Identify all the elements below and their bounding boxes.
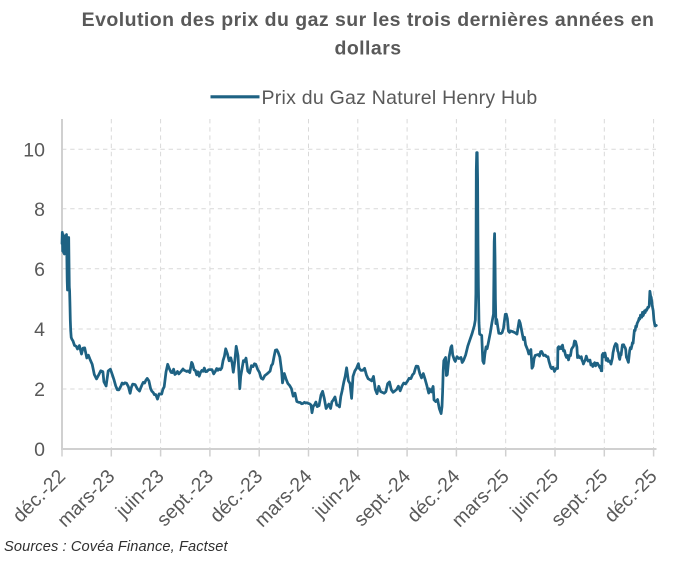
svg-text:10: 10 <box>23 140 45 162</box>
svg-text:Evolution des prix du gaz sur: Evolution des prix du gaz sur les trois … <box>82 9 655 31</box>
svg-text:Sources : Covéa Finance, Facts: Sources : Covéa Finance, Factset <box>4 539 228 555</box>
svg-text:4: 4 <box>34 319 45 341</box>
svg-text:déc.-25: déc.-25 <box>600 465 662 527</box>
svg-text:8: 8 <box>34 199 45 221</box>
svg-text:Prix du Gaz Naturel Henry Hub: Prix du Gaz Naturel Henry Hub <box>262 87 538 109</box>
svg-text:2: 2 <box>34 379 45 401</box>
svg-text:0: 0 <box>34 439 45 461</box>
svg-text:dollars: dollars <box>334 37 401 59</box>
svg-text:6: 6 <box>34 259 45 281</box>
